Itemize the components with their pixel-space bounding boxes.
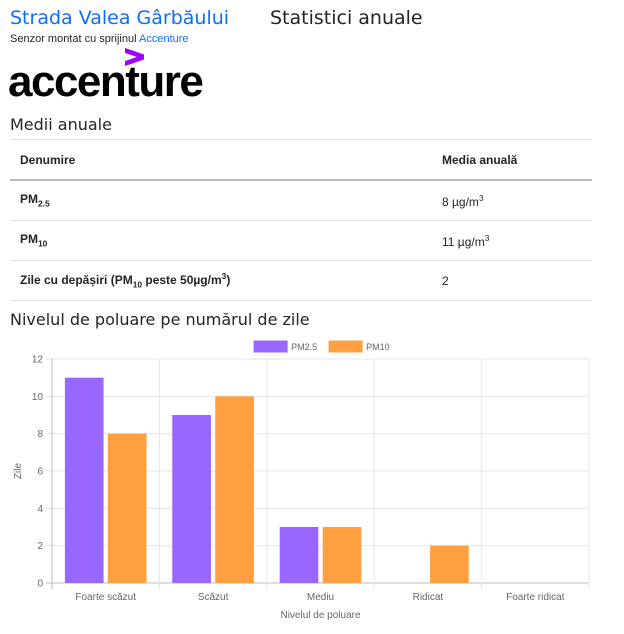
x-tick-label: Mediu	[307, 592, 334, 603]
pollution-days-chart: 0 2 4 6 8 10 12 Foarte scăzut Scăzut Mediu Ridicat…	[13, 340, 590, 621]
y-tick-label: 10	[32, 392, 44, 403]
table-row: PM2.5 8 µg/m3	[10, 180, 592, 221]
row-label: PM10	[10, 220, 432, 261]
accenture-logo: accenture	[8, 46, 213, 104]
x-tick-label: Foarte ridicat	[506, 592, 565, 603]
row-value: 8 µg/m3	[432, 180, 592, 221]
annual-averages-table: Denumire Media anuală PM2.5 8 µg/m3 PM10…	[10, 139, 592, 301]
legend-swatch	[253, 340, 288, 353]
bar	[64, 377, 104, 583]
x-axis-title: Nivelul de poluare	[280, 610, 360, 621]
y-tick-label: 4	[37, 504, 43, 515]
row-label: PM2.5	[10, 180, 432, 221]
sponsor-text: Senzor montat cu sprijinul	[10, 33, 140, 45]
bar	[322, 527, 362, 583]
bar	[430, 545, 469, 583]
col-header-name: Denumire	[10, 139, 432, 181]
legend-label: PM10	[366, 342, 390, 352]
y-tick-label: 6	[37, 467, 43, 478]
y-tick-label: 12	[32, 355, 44, 366]
bar	[107, 433, 147, 583]
bar	[215, 396, 254, 583]
x-tick-label: Foarte scăzut	[75, 592, 136, 603]
bar	[172, 415, 211, 583]
x-tick-label: Scăzut	[198, 592, 229, 603]
y-tick-label: 0	[37, 579, 43, 590]
street-title[interactable]: Strada Valea Gârbăului	[10, 7, 230, 29]
legend-swatch	[328, 340, 363, 353]
table-row: PM10 11 µg/m3	[10, 220, 592, 261]
y-axis-title: Zile	[13, 463, 24, 480]
x-tick-label: Ridicat	[413, 592, 444, 603]
sponsor-line: Senzor montat cu sprijinul Accenture	[10, 33, 189, 45]
accenture-chevron-icon	[125, 48, 144, 66]
chart-heading: Nivelul de poluare pe numărul de zile	[10, 310, 310, 329]
logo-text: accenture	[8, 57, 204, 106]
bar	[279, 527, 319, 583]
sponsor-link[interactable]: Accenture	[139, 33, 189, 45]
page-title: Statistici anuale	[270, 7, 423, 29]
legend-label: PM2.5	[291, 342, 317, 352]
y-tick-label: 8	[37, 429, 43, 440]
table-header-row: Denumire Media anuală	[10, 139, 592, 181]
row-value: 2	[432, 260, 592, 301]
annual-averages-heading: Medii anuale	[10, 115, 112, 134]
table-row: Zile cu depășiri (PM10 peste 50µg/m3) 2	[10, 260, 592, 301]
row-value: 11 µg/m3	[432, 220, 592, 261]
row-label: Zile cu depășiri (PM10 peste 50µg/m3)	[10, 260, 432, 301]
col-header-value: Media anuală	[432, 139, 592, 181]
y-tick-label: 2	[37, 541, 43, 552]
